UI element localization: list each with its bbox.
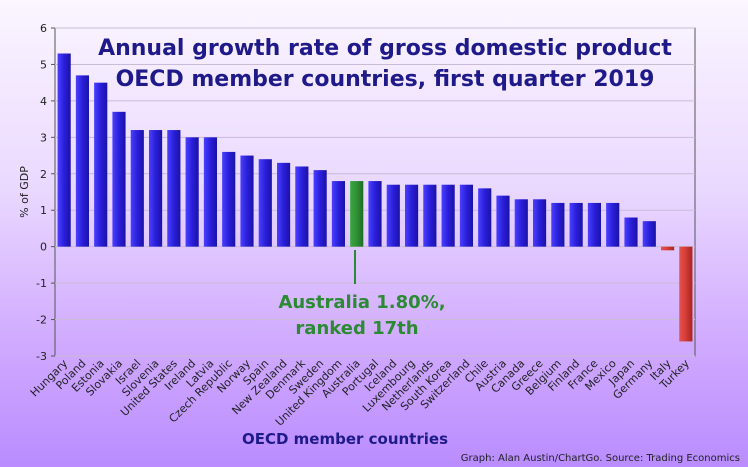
- bar-japan: [624, 217, 638, 247]
- bar-finland: [569, 202, 583, 247]
- bar-latvia: [203, 137, 218, 247]
- bar-united-kingdom: [331, 181, 346, 247]
- bar-switzerland: [459, 184, 474, 247]
- bar-chile: [478, 188, 492, 247]
- y-tick-label: 0: [40, 241, 47, 254]
- bars: [57, 53, 693, 342]
- bar-israel: [130, 130, 144, 247]
- source-credit: Graph: Alan Austin/ChartGo. Source: Trad…: [461, 453, 740, 464]
- bar-turkey: [679, 246, 693, 342]
- chart-title-line-1: Annual growth rate of gross domestic pro…: [98, 36, 672, 61]
- bar-slovenia: [148, 130, 163, 247]
- annotation-line-2: ranked 17th: [295, 318, 418, 339]
- bar-united-states: [167, 130, 181, 247]
- y-tick-label: 4: [40, 95, 47, 108]
- y-tick-label: -3: [36, 350, 47, 363]
- bar-sweden: [313, 170, 327, 247]
- y-tick-label: 6: [40, 22, 47, 35]
- bar-iceland: [386, 184, 400, 247]
- bar-denmark: [295, 166, 309, 247]
- bar-spain: [258, 159, 272, 247]
- bar-south-korea: [441, 184, 455, 247]
- bar-australia: [350, 181, 364, 247]
- bar-germany: [642, 221, 656, 247]
- chart-title-line-2: OECD member countries, first quarter 201…: [116, 67, 655, 92]
- bar-norway: [240, 155, 254, 247]
- bar-austria: [496, 195, 510, 247]
- y-axis: -3 -2 -1 0 1 2 3 4 5 6: [36, 22, 55, 363]
- bar-italy: [660, 246, 675, 251]
- y-tick-label: 5: [40, 58, 47, 71]
- y-tick-label: -2: [36, 314, 47, 327]
- y-tick-label: 3: [40, 131, 47, 144]
- bar-czech-republic: [222, 151, 236, 247]
- y-tick-label: 1: [40, 204, 47, 217]
- x-axis-title: OECD member countries: [242, 430, 448, 448]
- bar-estonia: [94, 82, 108, 247]
- x-axis: HungaryPolandEstoniaSlovakiaIsraelSloven…: [28, 356, 692, 428]
- bar-mexico: [606, 202, 620, 247]
- bar-poland: [75, 75, 90, 247]
- y-axis-title: % of GDP: [18, 166, 31, 218]
- bar-canada: [514, 199, 528, 247]
- bar-portugal: [368, 181, 382, 247]
- bar-france: [587, 202, 602, 247]
- bar-belgium: [551, 202, 565, 247]
- bar-new-zealand: [276, 162, 291, 247]
- bar-hungary: [57, 53, 71, 247]
- bar-ireland: [185, 137, 199, 247]
- y-tick-label: 2: [40, 168, 47, 181]
- bar-slovakia: [112, 111, 126, 247]
- bar-luxembourg: [404, 184, 419, 247]
- bar-greece: [532, 199, 547, 247]
- y-tick-label: -1: [36, 277, 47, 290]
- annotation-line-1: Australia 1.80%,: [278, 292, 445, 313]
- bar-netherlands: [423, 184, 437, 247]
